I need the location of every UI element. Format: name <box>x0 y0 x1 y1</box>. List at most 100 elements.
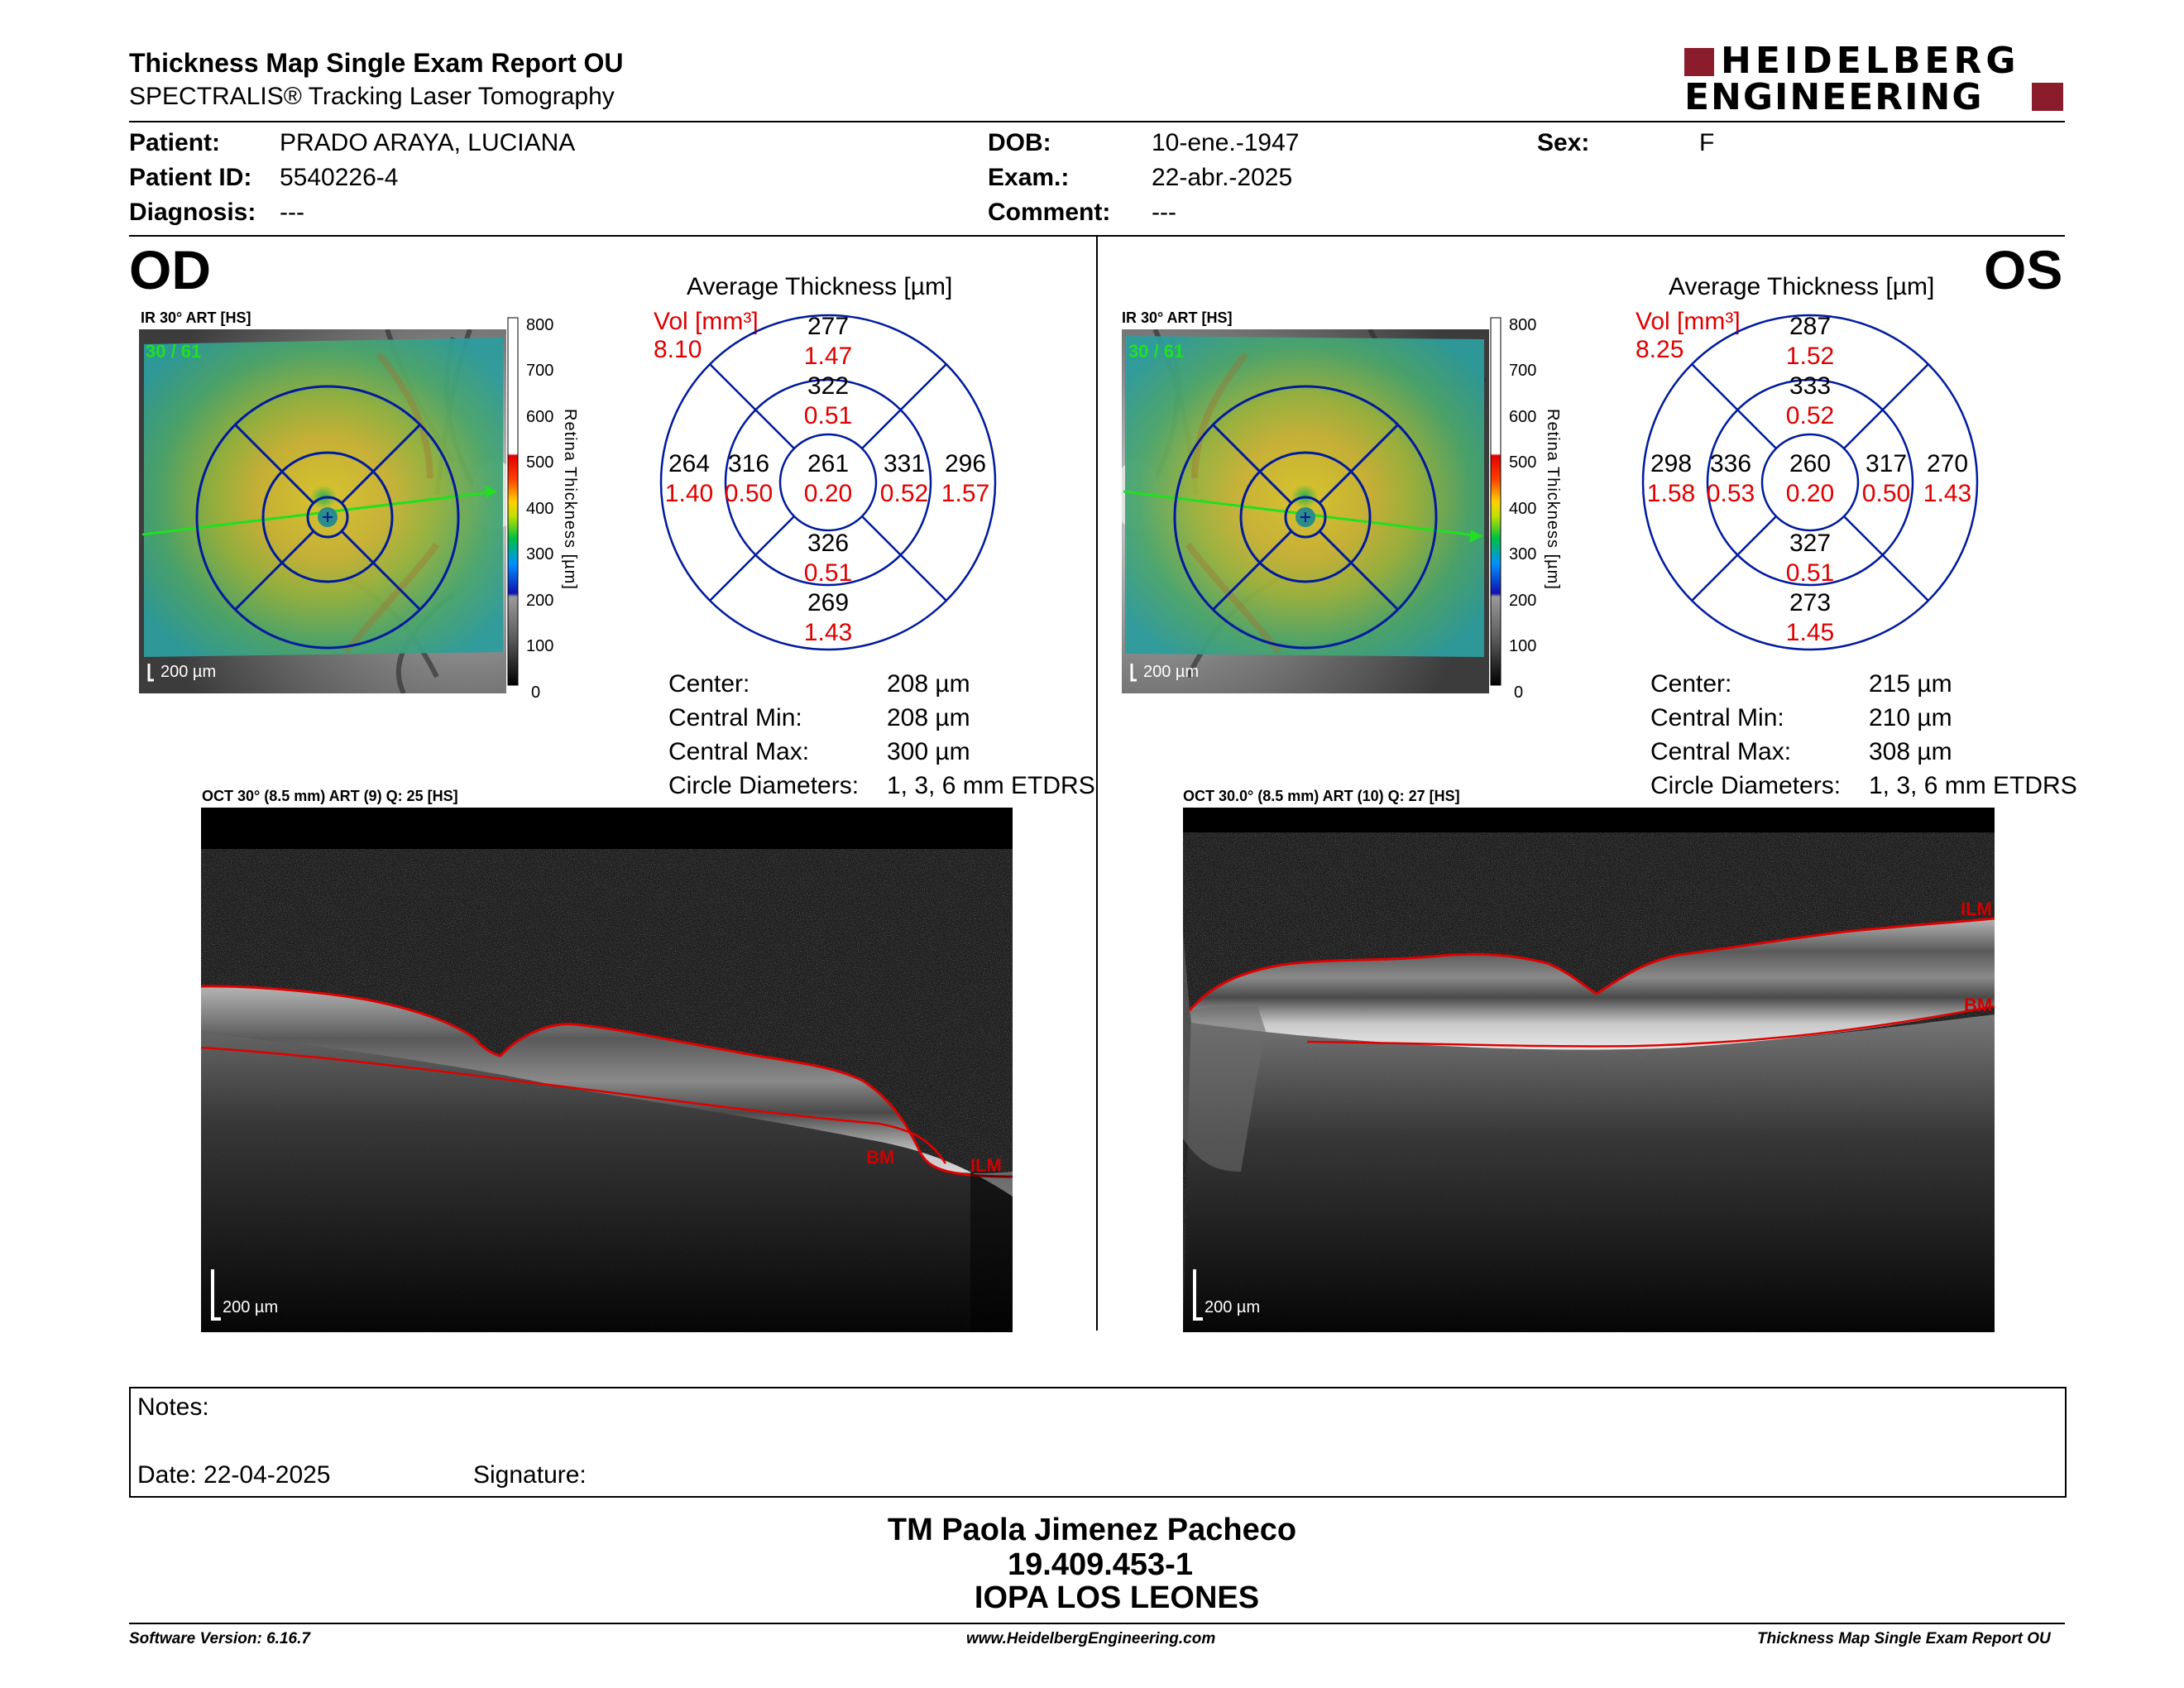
os-oct-scale-icon <box>1193 1269 1203 1321</box>
os-cbar-tick-800: 800 <box>1509 316 1537 334</box>
od-cbar-tick-300: 300 <box>526 545 554 563</box>
signer-institution: IOPA LOS LEONES <box>974 1580 1260 1615</box>
os-cbar-axis-label: Retina Thickness [µm] <box>1544 409 1562 590</box>
signer-rut: 19.409.453-1 <box>1008 1547 1193 1582</box>
od-bottom-volume: 1.43 <box>803 619 853 646</box>
od-cbar-tick-600: 600 <box>526 408 554 426</box>
os-bottom-volume: 1.45 <box>1785 619 1835 646</box>
patient-divider <box>129 235 2065 237</box>
os-cbar-tick-500: 500 <box>1509 453 1537 472</box>
os-ilm-line <box>1188 917 1995 1011</box>
od-ir-scale: 200 µm <box>160 663 216 681</box>
eye-label-os: OS <box>1984 239 2063 300</box>
os-circ-label: Circle Diameters: <box>1650 772 1842 799</box>
od-oct-scale-icon <box>211 1269 221 1321</box>
os-cbar-tick-400: 400 <box>1509 500 1537 518</box>
od-cbar-axis-label: Retina Thickness [µm] <box>561 409 579 590</box>
od-right-volume: 1.57 <box>941 480 990 507</box>
os-min-value: 210 µm <box>1869 704 1952 731</box>
os-etdrs-grid <box>1173 385 1438 650</box>
od-etdrs-chart <box>659 313 998 652</box>
os-top-thickness: 287 <box>1789 313 1832 340</box>
os-center-thickness: 260 <box>1789 450 1832 477</box>
od-cbar-tick-500: 500 <box>526 453 554 472</box>
od-max-label: Central Max: <box>668 738 810 765</box>
signer-name: TM Paola Jimenez Pacheco <box>887 1513 1297 1547</box>
patient-id-label: Patient ID: <box>129 164 252 191</box>
eye-label-od: OD <box>129 239 211 300</box>
os-max-value: 308 µm <box>1869 738 1952 765</box>
patient-name: PRADO ARAYA, LUCIANA <box>280 129 576 156</box>
patient-id: 5540226-4 <box>280 164 399 191</box>
os-ir-caption: IR 30° ART [HS] <box>1122 309 1233 326</box>
od-ilm-line <box>200 985 1013 1178</box>
software-version: Software Version: 6.16.7 <box>129 1630 310 1647</box>
diagnosis-label: Diagnosis: <box>129 199 256 226</box>
os-left-volume: 1.58 <box>1646 480 1696 507</box>
od-top-volume: 1.47 <box>803 343 853 370</box>
os-oct-bscan: ILM BM 200 µm <box>1183 808 1995 1332</box>
website-link[interactable]: www.HeidelbergEngineering.com <box>966 1630 1216 1647</box>
sex-value: F <box>1699 129 1715 156</box>
logo-line2: ENGINEERING <box>1684 76 1984 118</box>
os-left-thickness: 298 <box>1650 450 1693 477</box>
od-oct-scale: 200 µm <box>223 1298 278 1316</box>
os-inner-top-thickness: 333 <box>1789 372 1832 400</box>
od-center-volume: 0.20 <box>803 480 853 507</box>
os-cbar-tick-600: 600 <box>1509 408 1537 426</box>
os-inner-bottom-thickness: 327 <box>1789 530 1832 557</box>
exam-value: 22-abr.-2025 <box>1152 164 1293 191</box>
os-avg-title: Average Thickness [µm] <box>1669 273 1935 300</box>
os-ir-counter: 30 / 61 <box>1128 341 1184 362</box>
logo-square-top <box>1684 48 1714 76</box>
os-inner-right-thickness: 317 <box>1865 450 1908 477</box>
patient-label: Patient: <box>129 129 221 156</box>
od-left-volume: 1.40 <box>664 480 714 507</box>
diagnosis-value: --- <box>280 199 304 226</box>
od-ir-scale-icon <box>147 664 154 682</box>
comment-value: --- <box>1152 199 1176 226</box>
od-top-thickness: 277 <box>807 313 850 340</box>
os-right-volume: 1.43 <box>1923 480 1972 507</box>
logo-line1: HEIDELBERG <box>1721 40 2020 82</box>
os-max-label: Central Max: <box>1650 738 1792 765</box>
od-vol-value: 8.10 <box>654 336 702 363</box>
os-top-volume: 1.52 <box>1785 343 1835 370</box>
od-min-value: 208 µm <box>887 704 970 731</box>
heidelberg-logo: HEIDELBERG ENGINEERING <box>1684 41 2065 118</box>
od-inner-left-thickness: 316 <box>727 450 770 477</box>
os-cbar-tick-100: 100 <box>1509 637 1537 655</box>
os-fundus-svg: 30 / 61 200 µm <box>1114 328 1489 693</box>
od-ir-thickness-map: 30 / 61 200 µm <box>139 328 518 695</box>
os-ir-thickness-map: 30 / 61 200 µm <box>1114 328 1489 693</box>
comment-label: Comment: <box>988 199 1111 226</box>
os-inner-left-thickness: 336 <box>1709 450 1752 477</box>
os-inner-left-volume: 0.53 <box>1706 480 1755 507</box>
os-inner-right-volume: 0.50 <box>1861 480 1911 507</box>
od-vol-label: Vol [mm³] <box>654 308 759 335</box>
dob-value: 10-ene.-1947 <box>1152 129 1300 156</box>
od-ir-counter: 30 / 61 <box>146 341 201 362</box>
notes-box[interactable]: Notes: Date: 22-04-2025 Signature: <box>129 1387 2067 1498</box>
dob-label: DOB: <box>988 129 1051 156</box>
od-cbar-tick-800: 800 <box>526 316 554 334</box>
od-inner-bottom-thickness: 326 <box>807 530 850 557</box>
os-center-volume: 0.20 <box>1785 480 1835 507</box>
os-cbar-tick-0: 0 <box>1514 683 1524 702</box>
od-bm-line <box>200 1046 947 1164</box>
notes-label: Notes: <box>137 1393 209 1421</box>
os-etdrs-chart <box>1640 313 1980 652</box>
os-circ-value: 1, 3, 6 mm ETDRS <box>1869 772 2077 799</box>
os-ilm-label: ILM <box>1961 899 1992 919</box>
od-center-value: 208 µm <box>887 670 970 698</box>
od-circ-value: 1, 3, 6 mm ETDRS <box>887 772 1095 799</box>
od-inner-left-volume: 0.50 <box>724 480 774 507</box>
od-cbar-tick-700: 700 <box>526 362 554 380</box>
od-cbar-tick-100: 100 <box>526 637 554 655</box>
od-center-thickness: 261 <box>807 450 850 477</box>
os-min-label: Central Min: <box>1650 704 1784 731</box>
od-avg-title: Average Thickness [µm] <box>687 273 953 300</box>
header-divider <box>129 121 2065 122</box>
od-circ-label: Circle Diameters: <box>668 772 860 799</box>
od-max-value: 300 µm <box>887 738 970 765</box>
